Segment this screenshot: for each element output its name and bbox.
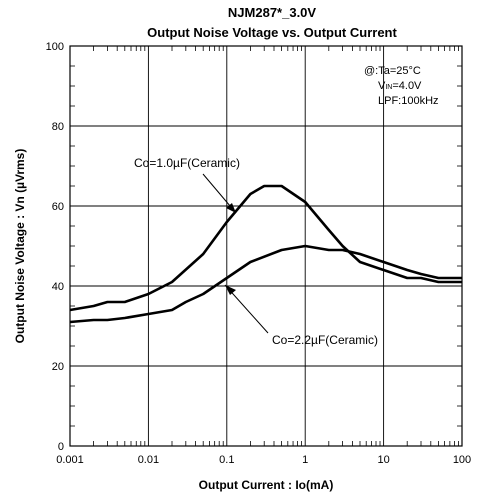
condition-temperature: @:Ta=25°C: [364, 65, 421, 77]
x-axis-label: Output Current : Io(mA): [199, 478, 334, 492]
x-tick-label: 0.01: [138, 454, 159, 466]
y-tick-label: 60: [52, 201, 64, 213]
series-line-co-2-2uf: [69, 244, 462, 324]
x-tick-labels: 0.001 0.01 0.1 1 10 100: [56, 454, 471, 466]
minor-ticks: [70, 46, 462, 446]
y-axis-label: Output Noise Voltage : Vn (µVrms): [13, 149, 27, 344]
plot-area-frame: [69, 45, 463, 447]
x-tick-label: 0.001: [56, 454, 84, 466]
y-tick-label: 100: [46, 41, 64, 53]
y-tick-label: 20: [52, 361, 64, 373]
series-line-co-1uf: [69, 184, 462, 312]
annotation-arrowhead-co-2-2uf: [225, 285, 236, 295]
series-annotation-co-1uf: Co=1.0µF(Ceramic): [134, 156, 240, 170]
chart-subtitle: Output Noise Voltage vs. Output Current: [147, 25, 397, 40]
x-tick-label: 1: [302, 454, 308, 466]
condition-input-voltage: VIN=4.0V: [378, 80, 422, 92]
y-tick-label: 0: [58, 441, 64, 453]
y-tick-label: 80: [52, 121, 64, 133]
x-tick-label: 100: [453, 454, 471, 466]
y-tick-labels: 0 20 40 60 80 100: [46, 41, 64, 453]
annotation-arrowhead-co-1uf: [226, 203, 236, 213]
conditions-legend: @:Ta=25°C VIN=4.0V LPF:100kHz: [364, 65, 439, 107]
x-tick-label: 10: [377, 454, 389, 466]
series-annotation-co-2-2uf: Co=2.2µF(Ceramic): [272, 333, 378, 347]
y-tick-label: 40: [52, 281, 64, 293]
chart-title: NJM287*_3.0V: [228, 5, 316, 20]
x-tick-label: 0.1: [219, 454, 234, 466]
condition-lpf: LPF:100kHz: [378, 95, 439, 107]
